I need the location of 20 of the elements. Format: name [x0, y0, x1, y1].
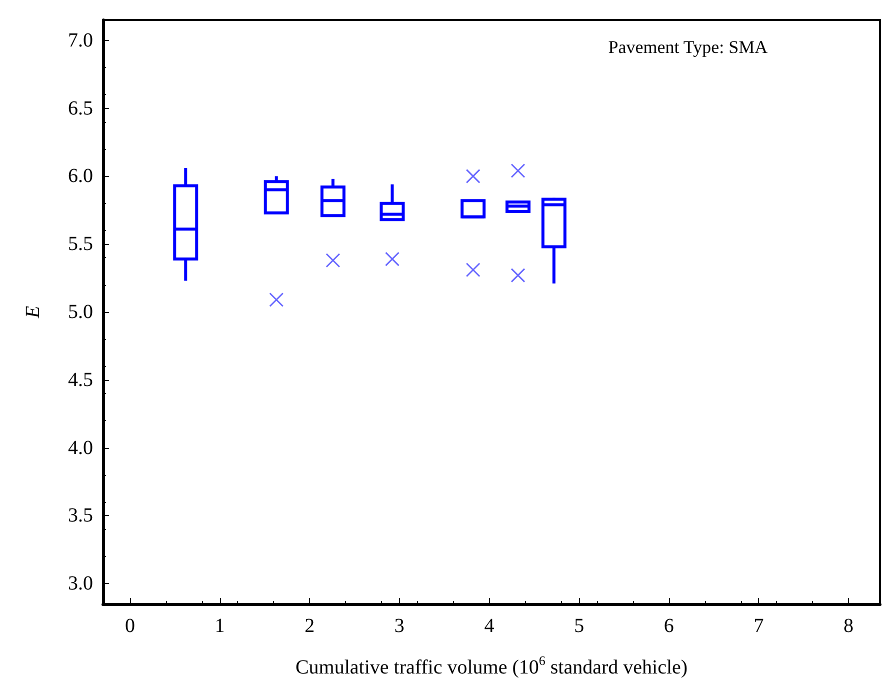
y-tick-label: 3.0: [68, 572, 93, 595]
x-tick-label: 3: [394, 615, 404, 637]
x-tick-label: 5: [574, 615, 584, 637]
y-tick-label: 6.5: [68, 97, 93, 120]
y-tick-label: 4.0: [68, 436, 93, 459]
x-tick-label: 2: [304, 615, 315, 637]
x-tick-label: 6: [664, 615, 674, 637]
annotation: Pavement Type: SMA: [608, 37, 768, 57]
x-tick-label: 0: [124, 615, 135, 637]
x-tick-label: 7: [754, 615, 764, 637]
x-tick-label: 4: [484, 615, 494, 637]
x-tick-label: 1: [214, 615, 225, 637]
y-tick-label: 7.0: [68, 29, 93, 52]
y-tick-label: 4.5: [68, 368, 93, 391]
y-tick-label: 5.0: [68, 301, 93, 323]
y-axis-title: E: [22, 306, 44, 320]
y-tick-label: 3.5: [68, 504, 93, 527]
y-tick-label: 6.0: [68, 165, 93, 188]
y-tick-label: 5.5: [68, 233, 93, 256]
x-tick-label: 8: [844, 615, 854, 637]
